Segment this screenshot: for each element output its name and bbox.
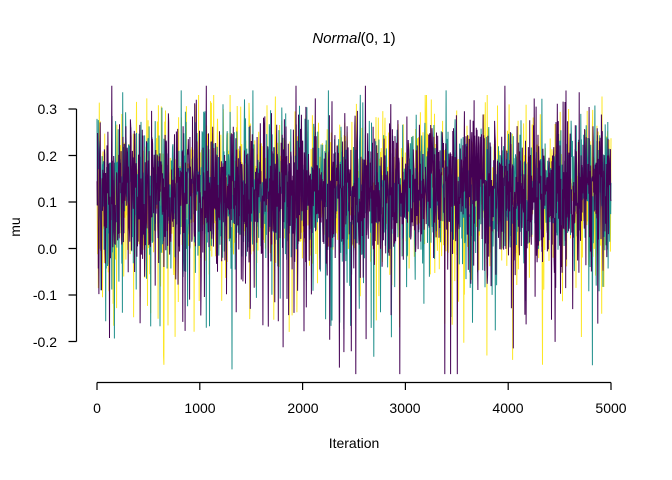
- x-axis: [96, 381, 612, 390]
- x-axis-label: Iteration: [328, 435, 380, 451]
- x-tick-label-5000: 5000: [595, 400, 627, 416]
- x-tick-label-3000: 3000: [389, 400, 421, 416]
- plot-title: Normal(0, 1): [97, 30, 611, 48]
- y-tick-label--0.1: -0.1: [32, 287, 57, 303]
- y-axis: [68, 108, 78, 343]
- x-tick-label-4000: 4000: [492, 400, 524, 416]
- y-tick-label-0.2: 0.2: [37, 148, 57, 164]
- y-tick-label--0.2: -0.2: [32, 334, 57, 350]
- y-tick-label-0.1: 0.1: [37, 194, 57, 210]
- y-tick-label-0.0: 0.0: [37, 241, 57, 257]
- y-tick-label-0.3: 0.3: [37, 101, 57, 117]
- x-tick-label-1000: 1000: [184, 400, 216, 416]
- y-axis-label: mu: [7, 217, 23, 237]
- plot-title-parameters: (0, 1): [360, 30, 396, 47]
- x-tick-label-2000: 2000: [287, 400, 319, 416]
- trace-line-chain-1: [96, 85, 612, 375]
- plot-title-distribution: Normal: [312, 30, 361, 47]
- x-tick-label-0: 0: [93, 400, 101, 416]
